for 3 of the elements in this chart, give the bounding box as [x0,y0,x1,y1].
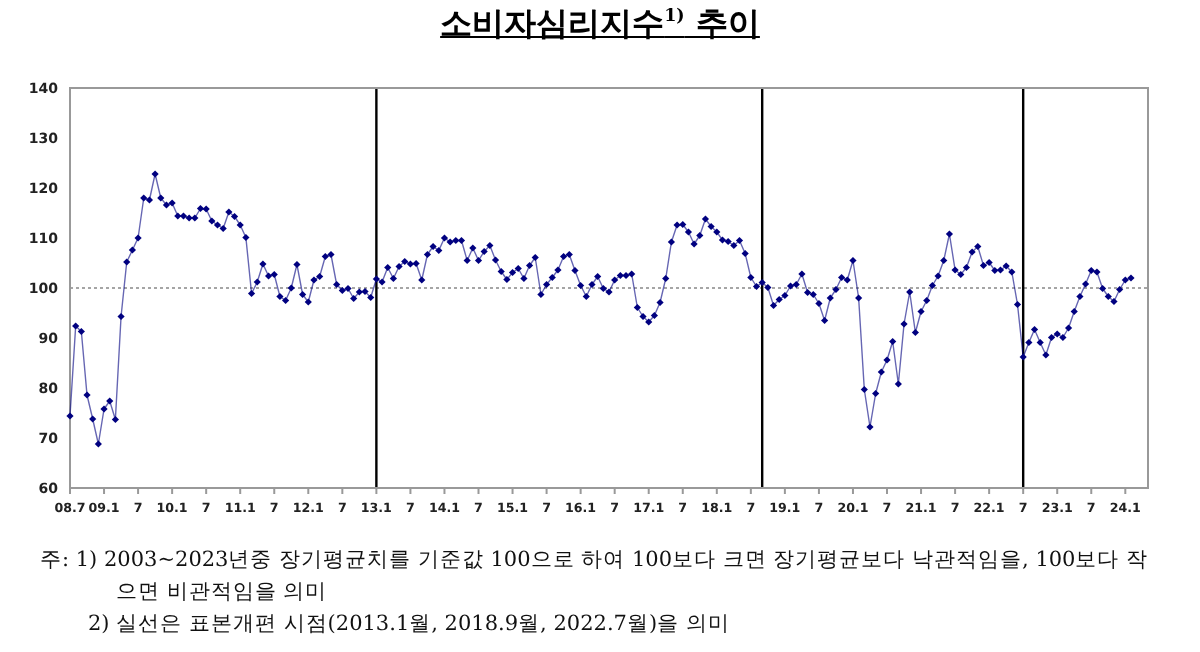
chart-title: 소비자심리지수$^{1)}$ 추이 [440,4,760,42]
text: 주: 1) 2003~2023년중 장기평균치를 기준값 100으로 하여 100보다 크면 장기평균보다 낙관적임을, 100보다 작으면 비관적임을 의미 [40,546,1151,608]
text: 2) 실선은 표본개편 시점(2013.1월, 2018.9월, 2022.7월)을 의미 [86,610,732,640]
